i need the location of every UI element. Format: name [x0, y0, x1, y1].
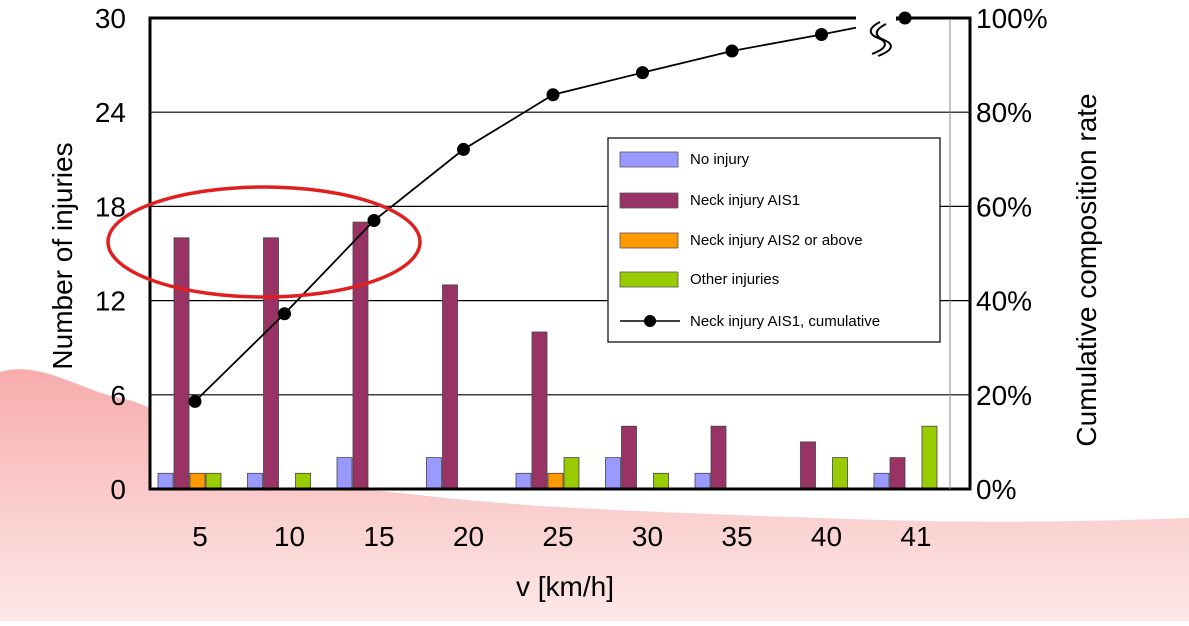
legend-item-neck-injury-ais1: Neck injury AIS1 [619, 192, 800, 209]
x-axis-ticks: 5 10 15 20 25 30 35 40 41 [192, 521, 931, 552]
legend-label: Other injuries [690, 271, 779, 288]
x-tick-label: 40 [811, 521, 842, 552]
y-tick-label: 30 [95, 3, 126, 34]
x-tick-label: 20 [453, 521, 484, 552]
left-axis-ticks: 0 6 12 18 24 30 [95, 3, 126, 505]
plot-frame [148, 16, 972, 491]
y2-tick-label: 0% [976, 474, 1016, 505]
legend-label: Neck injury AIS2 or above [690, 232, 863, 249]
y-tick-label: 12 [95, 286, 126, 317]
bar [157, 472, 174, 490]
y2-tick-label: 20% [976, 380, 1032, 411]
legend-swatch [619, 151, 679, 168]
x-tick-label: 10 [274, 521, 305, 552]
legend-item-no-injury: No injury [619, 151, 750, 168]
legend: No injury Neck injury AIS1 Neck injury A… [607, 137, 941, 343]
bar [189, 472, 206, 490]
y2-tick-label: 60% [976, 191, 1032, 222]
y2-tick-label: 100% [976, 3, 1048, 34]
bar [800, 441, 816, 490]
x-tick-label: 35 [721, 521, 752, 552]
bar [621, 425, 637, 490]
legend-swatch [619, 271, 679, 288]
bar [547, 472, 564, 490]
legend-item-other-injuries: Other injuries [619, 271, 779, 288]
legend-label: No injury [690, 151, 750, 168]
cumulative-point [278, 307, 291, 321]
bars [157, 221, 938, 490]
bar [352, 221, 369, 490]
axis-break-mark [856, 12, 896, 62]
legend-item-cumulative: Neck injury AIS1, cumulative [620, 313, 880, 330]
bar [442, 284, 458, 490]
y2-tick-label: 80% [976, 97, 1032, 128]
bar [426, 457, 442, 490]
cumulative-point [546, 88, 560, 102]
cumulative-point [725, 44, 739, 58]
bar [515, 472, 532, 490]
cumulative-point [457, 142, 470, 156]
legend-item-neck-injury-ais2: Neck injury AIS2 or above [619, 232, 863, 249]
x-tick-label: 15 [363, 521, 394, 552]
bar [710, 425, 727, 490]
bar [653, 472, 669, 490]
background-wave [0, 369, 1189, 621]
bar [832, 457, 848, 490]
x-axis-label: v [km/h] [516, 571, 614, 602]
highlight-ellipse [106, 185, 422, 299]
bar [247, 472, 263, 490]
bar [605, 457, 621, 490]
y-tick-label: 18 [95, 191, 126, 222]
y-tick-label: 24 [95, 97, 126, 128]
cumulative-point [815, 27, 828, 41]
x-tick-label: 25 [542, 521, 573, 552]
cumulative-point [367, 214, 381, 228]
y-axis-label: Number of injuries [47, 142, 78, 369]
y2-tick-label: 40% [976, 286, 1032, 317]
bar [921, 425, 938, 490]
x-tick-label: 41 [900, 521, 931, 552]
legend-label: Neck injury AIS1, cumulative [690, 313, 880, 330]
legend-swatch [619, 232, 679, 249]
bar [873, 472, 890, 490]
cumulative-line-series [188, 11, 912, 408]
bar [694, 472, 711, 490]
legend-marker [644, 315, 656, 327]
right-axis-ticks: 0% 20% 40% 60% 80% 100% [976, 3, 1048, 505]
y-tick-label: 6 [110, 380, 126, 411]
bar [173, 237, 190, 490]
y2-axis-label: Cumulative composition rate [1071, 93, 1102, 446]
bar [205, 472, 222, 490]
bar [336, 457, 353, 490]
legend-swatch [619, 192, 679, 209]
x-tick-label: 30 [632, 521, 663, 552]
y-tick-label: 0 [110, 474, 126, 505]
bar [889, 457, 906, 490]
cumulative-point [636, 66, 649, 80]
bar [295, 472, 311, 490]
legend-label: Neck injury AIS1 [690, 192, 800, 209]
bar [563, 457, 580, 490]
cumulative-point [188, 394, 202, 408]
bar [263, 237, 279, 490]
bar [531, 331, 548, 490]
x-tick-label: 5 [192, 521, 208, 552]
